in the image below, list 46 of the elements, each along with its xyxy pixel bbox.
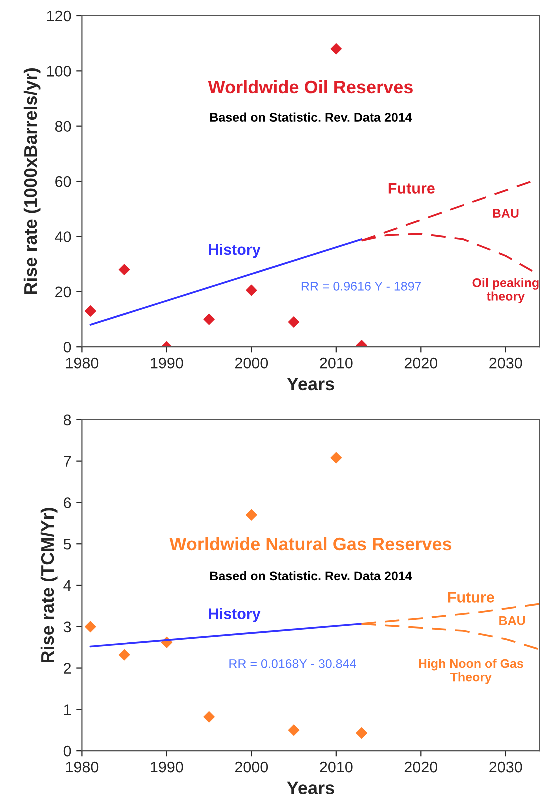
y-tick-label: 1 bbox=[64, 704, 72, 716]
text: Based on Statistic. Rev. Data 2014 bbox=[210, 112, 412, 122]
y-tick-label: 100 bbox=[47, 66, 72, 77]
y-axis-title: Rise rate (1000xBarrels/yr) bbox=[24, 68, 41, 294]
annotation: RR = 0.9616 Y - 1897 bbox=[302, 282, 422, 291]
y-tick-label: 3 bbox=[64, 622, 72, 633]
y-tick-label: 60 bbox=[56, 176, 72, 188]
y-tick-label: 80 bbox=[55, 121, 72, 132]
x-tick-label: 2020 bbox=[404, 762, 438, 773]
x-tick-label: 1980 bbox=[66, 358, 99, 369]
annotation: Future bbox=[448, 592, 494, 603]
x-tick-label: 2000 bbox=[235, 358, 268, 369]
x-axis-title: Years bbox=[287, 782, 334, 795]
x-tick-label: 2010 bbox=[320, 358, 353, 369]
y-tick-label: 0 bbox=[64, 746, 72, 757]
y-tick-label: 2 bbox=[64, 663, 72, 674]
annotation: BAU bbox=[493, 209, 519, 218]
text: Worldwide Natural Gas Reserves bbox=[170, 537, 452, 551]
x-axis-title: Years bbox=[287, 378, 334, 391]
x-tick-label: 1980 bbox=[66, 762, 99, 773]
annotation: History bbox=[209, 244, 261, 258]
y-tick-label: 5 bbox=[64, 539, 72, 550]
annotation: BAU bbox=[500, 616, 526, 626]
y-tick-label: 0 bbox=[64, 342, 72, 353]
annotation: History bbox=[209, 608, 261, 622]
y-tick-label: 20 bbox=[56, 286, 72, 298]
annotation: RR = 0.0168Y - 30.844 bbox=[230, 659, 356, 668]
x-tick-label: 2010 bbox=[320, 762, 353, 773]
text: Based on Statistic. Rev. Data 2014 bbox=[210, 571, 412, 581]
annotation: Oil peaking theory bbox=[472, 278, 539, 304]
y-tick-label: 40 bbox=[55, 232, 72, 242]
x-tick-label: 2030 bbox=[490, 358, 522, 369]
x-tick-label: 1990 bbox=[151, 358, 184, 369]
annotation: Future bbox=[388, 183, 435, 194]
y-tick-label: 8 bbox=[64, 414, 72, 426]
y-tick-label: 120 bbox=[47, 10, 72, 22]
y-tick-label: 7 bbox=[64, 456, 72, 467]
y-axis-title: Rise rate (TCM/Yr) bbox=[40, 508, 58, 663]
x-tick-label: 1990 bbox=[151, 762, 184, 773]
y-tick-label: 6 bbox=[64, 498, 72, 508]
annotation: High Noon of Gas Theory bbox=[419, 659, 524, 684]
text: Worldwide Oil Reserves bbox=[208, 80, 413, 94]
x-tick-label: 2020 bbox=[404, 358, 438, 369]
x-tick-label: 2030 bbox=[490, 762, 522, 773]
x-tick-label: 2000 bbox=[235, 762, 268, 773]
y-tick-label: 4 bbox=[64, 580, 72, 592]
